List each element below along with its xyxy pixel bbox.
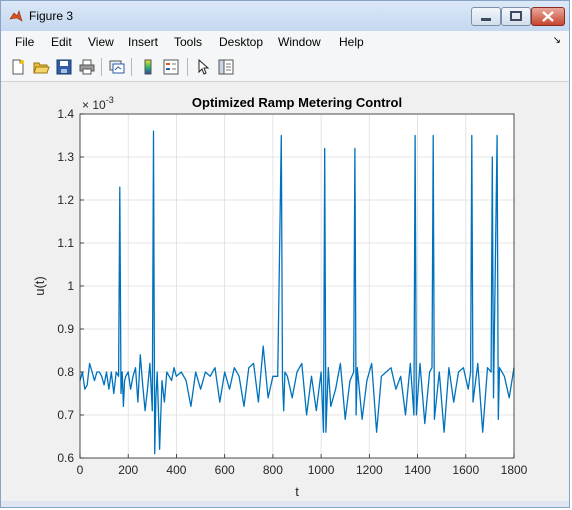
y-tick-label: 0.7 bbox=[57, 408, 74, 422]
y-tick-label: 1 bbox=[67, 279, 74, 293]
link-plot-icon[interactable] bbox=[108, 58, 126, 76]
y-tick-label: 1.3 bbox=[57, 150, 74, 164]
x-tick-label: 600 bbox=[215, 463, 235, 477]
menu-insert[interactable]: Insert bbox=[128, 35, 159, 49]
menu-window[interactable]: Window bbox=[278, 35, 321, 49]
menu-file[interactable]: File bbox=[15, 35, 35, 49]
figure-canvas: 0 200 400 600 800 1000 1200 1400 1600 1800 0.6 0.7… bbox=[4, 82, 566, 502]
property-editor-icon[interactable] bbox=[217, 58, 235, 76]
x-axis-label: t bbox=[295, 484, 299, 499]
maximize-icon bbox=[510, 11, 522, 21]
window-title: Figure 3 bbox=[29, 9, 74, 23]
menu-desktop[interactable]: Desktop bbox=[219, 35, 264, 49]
y-axis-ticks: 0.6 0.7 0.8 0.9 1 1.1 1.2 1.3 1.4 bbox=[57, 107, 84, 465]
save-icon[interactable] bbox=[55, 58, 73, 76]
minimize-button[interactable] bbox=[471, 7, 501, 26]
dock-arrow-icon[interactable]: ↘ bbox=[552, 35, 561, 46]
chart-title: Optimized Ramp Metering Control bbox=[192, 95, 402, 110]
series-line bbox=[79, 130, 515, 455]
x-tick-label: 1600 bbox=[452, 463, 479, 477]
y-tick-label: 1.4 bbox=[57, 107, 74, 121]
x-tick-label: 800 bbox=[263, 463, 283, 477]
toolbar-separator bbox=[131, 58, 132, 76]
y-tick-label: 0.8 bbox=[57, 365, 74, 379]
open-file-icon[interactable] bbox=[32, 58, 50, 76]
colorbar-icon[interactable] bbox=[139, 58, 157, 76]
toolbar-separator bbox=[101, 58, 102, 76]
x-tick-label: 400 bbox=[166, 463, 186, 477]
figure-toolbar bbox=[1, 53, 569, 82]
toolbar-separator bbox=[187, 58, 188, 76]
menu-tools[interactable]: Tools bbox=[174, 35, 203, 49]
x-axis-ticks: 0 200 400 600 800 1000 1200 1400 1600 1800 bbox=[77, 454, 528, 477]
print-icon[interactable] bbox=[78, 58, 96, 76]
close-button[interactable] bbox=[531, 7, 565, 26]
close-icon bbox=[542, 11, 554, 22]
y-exponent-power: -3 bbox=[106, 95, 114, 105]
y-exponent-label: × 10-3 bbox=[82, 95, 114, 112]
x-tick-label: 200 bbox=[118, 463, 138, 477]
pointer-icon[interactable] bbox=[194, 58, 212, 76]
x-tick-label: 1200 bbox=[356, 463, 383, 477]
x-tick-label: 0 bbox=[77, 463, 84, 477]
x-tick-label: 1800 bbox=[501, 463, 528, 477]
menu-view[interactable]: View bbox=[88, 35, 114, 49]
menu-bar: File Edit View Insert Tools Desktop Wind… bbox=[1, 31, 569, 53]
y-tick-label: 0.9 bbox=[57, 322, 74, 336]
maximize-button[interactable] bbox=[501, 7, 531, 26]
minimize-icon bbox=[481, 18, 491, 21]
title-bar[interactable]: Figure 3 bbox=[1, 1, 569, 31]
y-tick-label: 0.6 bbox=[57, 451, 74, 465]
menu-edit[interactable]: Edit bbox=[51, 35, 72, 49]
matlab-icon bbox=[9, 10, 23, 22]
y-tick-label: 1.2 bbox=[57, 193, 74, 207]
window-bottom-edge bbox=[1, 501, 569, 507]
y-axis-label: u(t) bbox=[32, 276, 47, 296]
menu-help[interactable]: Help bbox=[339, 35, 364, 49]
new-figure-icon[interactable] bbox=[9, 58, 27, 76]
legend-icon[interactable] bbox=[162, 58, 180, 76]
line-chart[interactable]: 0 200 400 600 800 1000 1200 1400 1600 1800 0.6 0.7… bbox=[4, 82, 566, 502]
x-tick-label: 1400 bbox=[404, 463, 431, 477]
y-tick-label: 1.1 bbox=[57, 236, 74, 250]
x-tick-label: 1000 bbox=[308, 463, 335, 477]
